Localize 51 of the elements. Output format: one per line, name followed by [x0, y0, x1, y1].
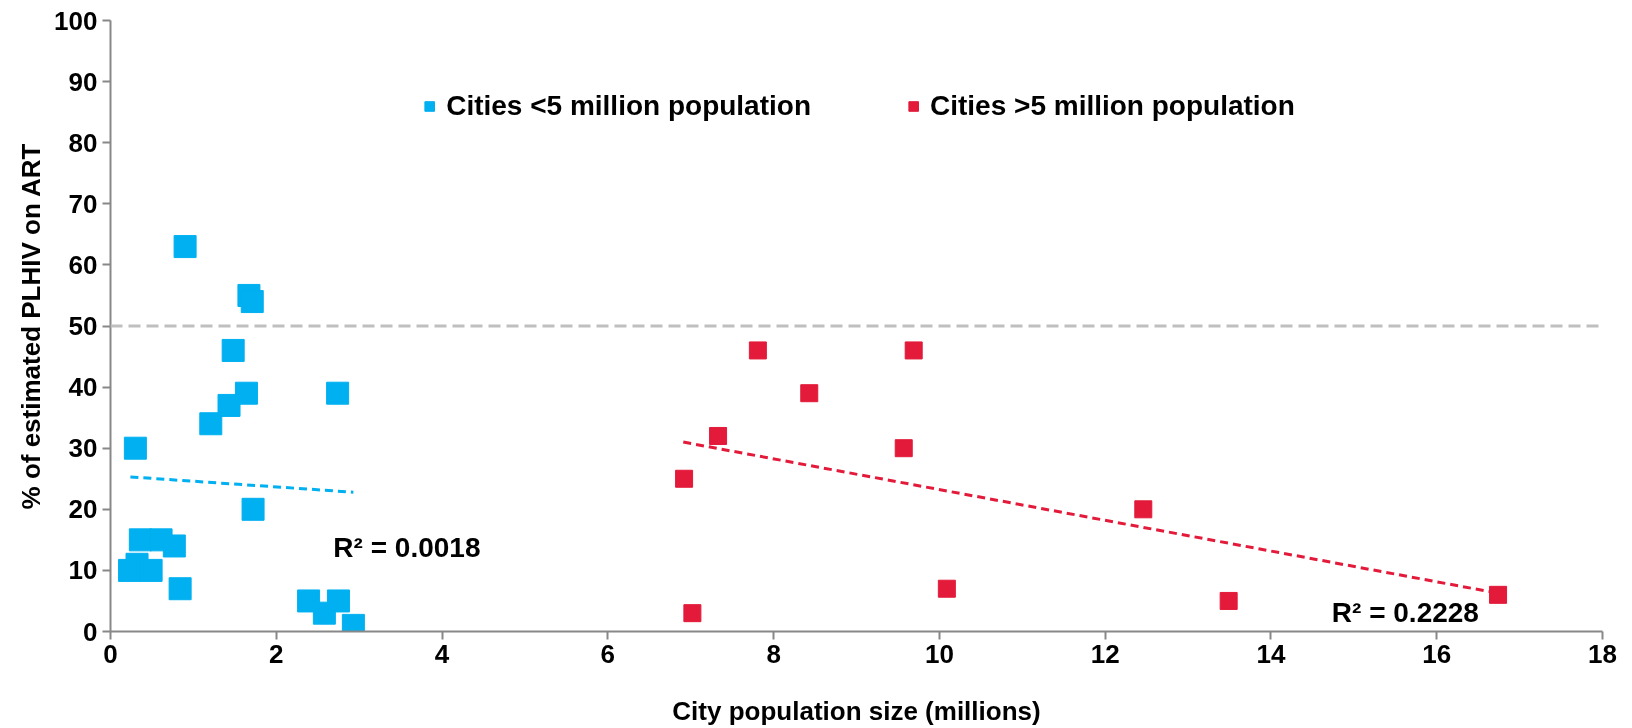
legend-label: Cities >5 million population: [930, 90, 1295, 122]
point: [937, 579, 956, 598]
x-axis-title: City population size (millions): [672, 695, 1041, 726]
point: [904, 341, 923, 360]
annotation: R² = 0.2228: [1331, 596, 1479, 628]
y-axis-title: % of estimated PLHIV on ART: [16, 143, 47, 510]
point: [1219, 591, 1238, 610]
point: [240, 290, 264, 314]
x-tick-label: 14: [1256, 638, 1286, 669]
point: [312, 601, 336, 625]
point: [1489, 585, 1508, 604]
point: [675, 469, 694, 488]
point: [748, 341, 767, 360]
x-tick-label: 6: [600, 638, 616, 669]
x-tick-label: 4: [434, 638, 450, 669]
y-tick-label: 20: [68, 494, 98, 525]
y-tick-label: 100: [54, 5, 98, 36]
point: [123, 436, 147, 460]
point: [683, 604, 702, 623]
y-tick-label: 50: [68, 311, 98, 341]
x-tick-label: 10: [924, 638, 954, 669]
y-tick-label: 90: [68, 66, 98, 97]
point: [173, 235, 197, 259]
point: [128, 528, 152, 552]
x-tick-label: 16: [1422, 638, 1452, 669]
x-tick-label: 12: [1090, 638, 1120, 669]
x-tick-label: 0: [103, 638, 118, 669]
point: [139, 558, 163, 582]
point: [1134, 500, 1153, 519]
point: [217, 393, 241, 417]
point: [241, 497, 265, 521]
point: [800, 384, 819, 403]
y-tick-label: 0: [83, 616, 98, 647]
annotation: R² = 0.0018: [333, 531, 481, 563]
y-tick-label: 70: [68, 188, 98, 219]
point: [709, 426, 728, 445]
x-tick-label: 18: [1588, 638, 1617, 669]
point: [221, 338, 245, 362]
x-tick-label: 8: [766, 638, 781, 669]
point: [199, 412, 223, 436]
y-tick-label: 80: [68, 127, 98, 158]
y-tick-label: 10: [68, 555, 98, 586]
point: [894, 439, 913, 458]
y-tick-label: 40: [68, 372, 98, 403]
y-tick-label: 60: [68, 249, 98, 280]
point: [326, 381, 350, 405]
y-tick-label: 30: [68, 433, 98, 464]
point: [168, 577, 192, 601]
x-tick-label: 2: [269, 638, 284, 669]
legend-label: Cities <5 million population: [446, 90, 811, 122]
point: [162, 534, 186, 558]
